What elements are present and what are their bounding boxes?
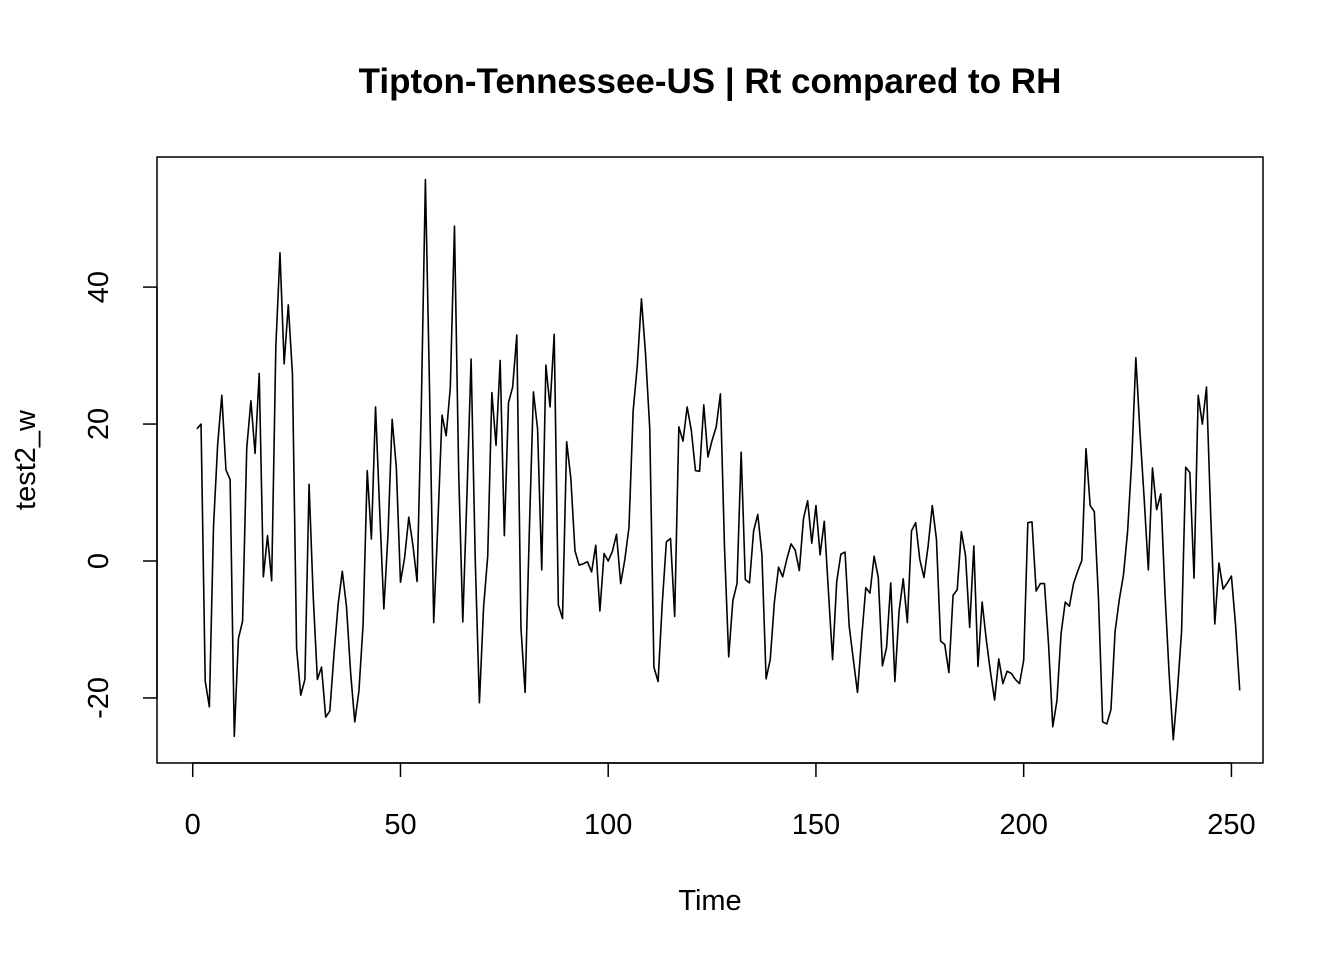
plot-frame [156, 156, 1264, 764]
chart-title: Tipton-Tennessee-US | Rt compared to RH [359, 62, 1062, 101]
y-tick-label: 20 [83, 408, 115, 440]
y-tick-label: -20 [83, 677, 115, 719]
x-axis-label: Time [678, 885, 741, 917]
x-tick-label: 100 [584, 809, 632, 841]
y-axis: -20 0 20 40 [83, 271, 158, 719]
x-tick-label: 150 [792, 809, 840, 841]
series-line [196, 178, 1241, 741]
y-tick-label: 40 [83, 271, 115, 303]
x-tick-label: 250 [1207, 809, 1255, 841]
x-tick-label: 0 [185, 809, 201, 841]
y-tick-label: 0 [83, 553, 115, 569]
x-tick-label: 50 [384, 809, 416, 841]
x-axis: 0 50 100 150 200 250 [185, 762, 1256, 841]
x-tick-label: 200 [999, 809, 1047, 841]
y-axis-label: test2_w [10, 409, 42, 510]
